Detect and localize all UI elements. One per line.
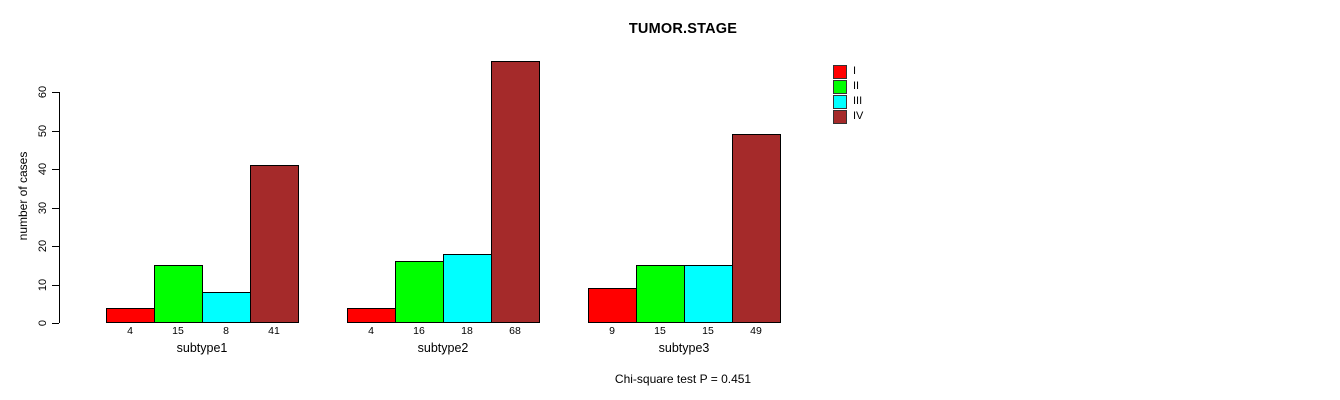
y-tick-label: 40 xyxy=(37,162,49,176)
y-tick-label: 50 xyxy=(37,124,49,138)
bar-value-label: 15 xyxy=(654,325,666,337)
bar-subtype1-stage-IV xyxy=(250,165,299,323)
y-tick xyxy=(52,323,59,324)
bar-value-label: 8 xyxy=(223,325,229,337)
bar-subtype2-stage-I xyxy=(347,308,396,323)
chi-square-annotation: Chi-square test P = 0.451 xyxy=(614,372,752,386)
bar-subtype3-stage-I xyxy=(588,288,637,323)
bar-value-label: 4 xyxy=(368,325,374,337)
y-tick xyxy=(52,208,59,209)
bar-subtype1-stage-II xyxy=(154,265,203,323)
y-tick-label: 30 xyxy=(37,201,49,215)
bar-value-label: 18 xyxy=(461,325,473,337)
y-tick-label: 60 xyxy=(37,85,49,99)
bar-subtype1-stage-I xyxy=(106,308,155,323)
legend-entry-III: III xyxy=(833,94,863,109)
bar-subtype2-stage-IV xyxy=(491,61,540,323)
x-category-label-subtype3: subtype3 xyxy=(658,341,710,355)
bar-value-label: 49 xyxy=(750,325,762,337)
y-tick xyxy=(52,285,59,286)
legend-swatch-IV xyxy=(833,109,847,124)
y-tick xyxy=(52,131,59,132)
y-tick-label: 20 xyxy=(37,239,49,253)
legend-entry-IV: IV xyxy=(833,109,864,124)
legend-label: IV xyxy=(853,110,864,122)
chart-title: TUMOR.STAGE xyxy=(628,21,738,37)
x-category-label-subtype1: subtype1 xyxy=(176,341,228,355)
bar-value-label: 16 xyxy=(413,325,425,337)
y-tick xyxy=(52,92,59,93)
legend-entry-I: I xyxy=(833,64,863,79)
bar-subtype2-stage-III xyxy=(443,254,492,323)
y-tick xyxy=(52,169,59,170)
legend-label: II xyxy=(853,80,860,92)
bar-value-label: 41 xyxy=(268,325,280,337)
legend-swatch-III xyxy=(833,94,847,109)
bar-value-label: 15 xyxy=(172,325,184,337)
bar-subtype3-stage-II xyxy=(636,265,685,323)
bar-value-label: 68 xyxy=(509,325,521,337)
bar-subtype1-stage-III xyxy=(202,292,251,323)
legend-label: I xyxy=(853,65,857,77)
legend-swatch-II xyxy=(833,79,847,94)
bar-subtype2-stage-II xyxy=(395,261,444,323)
y-tick-label: 10 xyxy=(37,278,49,292)
legend: I II III IV xyxy=(833,64,864,124)
bar-subtype3-stage-IV xyxy=(732,134,781,323)
legend-label: III xyxy=(853,95,863,107)
legend-entry-II: II xyxy=(833,79,863,94)
y-tick-label: 0 xyxy=(37,319,49,327)
bar-value-label: 4 xyxy=(127,325,133,337)
bar-subtype3-stage-III xyxy=(684,265,733,323)
bar-value-label: 9 xyxy=(609,325,615,337)
legend-swatch-I xyxy=(833,64,847,79)
x-category-label-subtype2: subtype2 xyxy=(417,341,469,355)
bar-value-label: 15 xyxy=(702,325,714,337)
y-tick xyxy=(52,246,59,247)
y-axis-title: number of cases xyxy=(16,151,30,241)
y-axis-line xyxy=(59,92,60,323)
